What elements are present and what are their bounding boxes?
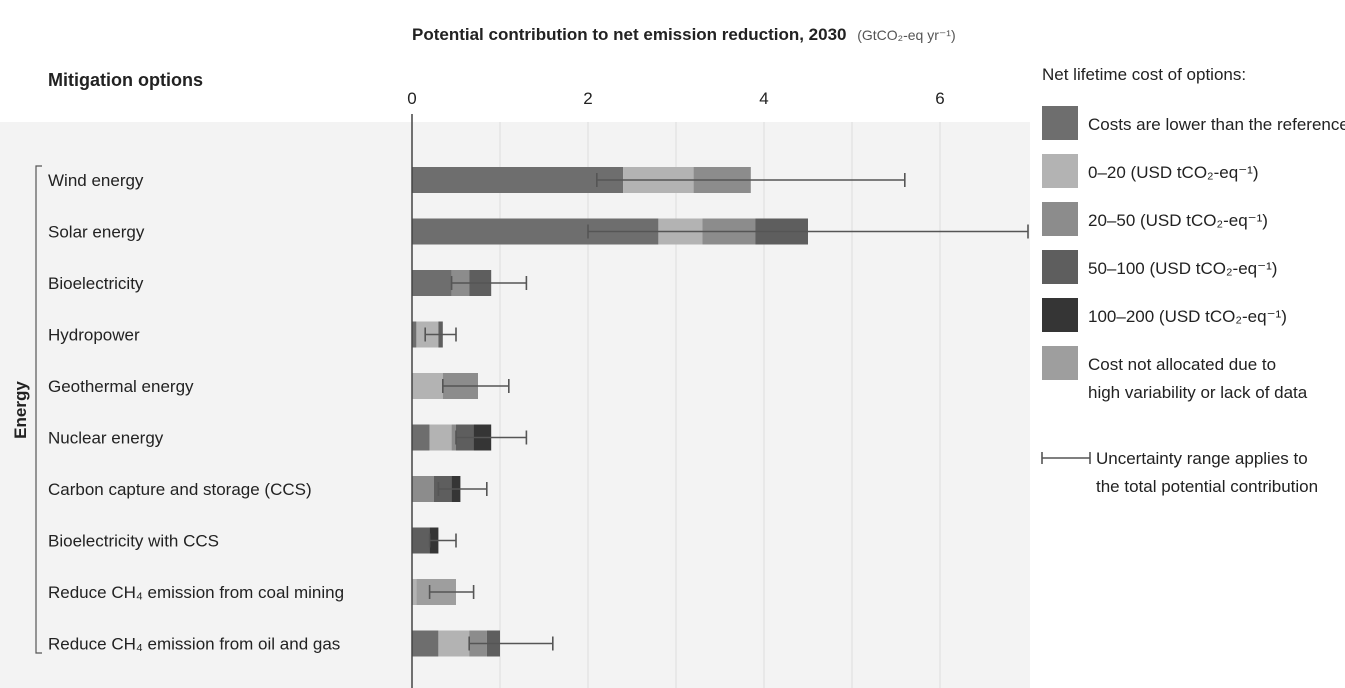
category-labels: Wind energy Solar energy Bioelectricity Hyd… (48, 171, 344, 654)
category-label: Bioelectricity (48, 274, 144, 293)
bar-segment (451, 424, 456, 451)
category-label: Geothermal energy (48, 377, 194, 396)
group-label: Energy (11, 381, 30, 439)
legend-entry: 20–50 (USD tCO₂-eq⁻¹) (1088, 211, 1268, 230)
bar-segment (412, 527, 430, 554)
category-label: Nuclear energy (48, 429, 164, 448)
legend-title: Net lifetime cost of options: (1042, 65, 1246, 84)
x-tick-label: 2 (583, 89, 592, 108)
legend: Net lifetime cost of options: Costs are … (1041, 65, 1345, 496)
category-label: Reduce CH₄ emission from coal mining (48, 583, 344, 602)
legend-swatch (1042, 106, 1078, 140)
legend-swatch (1042, 154, 1078, 188)
category-label: Bioelectricity with CCS (48, 532, 219, 551)
category-label: Reduce CH₄ emission from oil and gas (48, 635, 340, 654)
plot-background (0, 122, 1030, 688)
bars (412, 167, 808, 657)
bar-segment (429, 424, 452, 451)
x-axis: 0 2 4 6 (407, 89, 945, 688)
uncertainty-legend-text: Uncertainty range applies to the total po… (1096, 449, 1318, 496)
legend-swatch (1042, 298, 1078, 332)
x-tick-label: 0 (407, 89, 416, 108)
legend-entry: 50–100 (USD tCO₂-eq⁻¹) (1088, 259, 1277, 278)
error-bars (424, 173, 1029, 651)
bar-segment (412, 373, 443, 399)
category-label: Wind energy (48, 171, 144, 190)
legend-entry: Costs are lower than the reference (1088, 115, 1345, 134)
bar-segment (412, 630, 439, 657)
bar-segment (412, 424, 430, 451)
category-label: Solar energy (48, 223, 145, 242)
chart-title-unit: (GtCO₂-eq yr⁻¹) (857, 27, 955, 43)
x-tick-label: 4 (759, 89, 768, 108)
bar-segment (412, 270, 452, 296)
legend-entry: 0–20 (USD tCO₂-eq⁻¹) (1088, 163, 1259, 182)
chart-title: Potential contribution to net emission r… (412, 25, 956, 44)
bar-segment (412, 321, 417, 348)
category-label: Hydropower (48, 326, 140, 345)
group-bracket: Energy (11, 165, 42, 654)
legend-swatch (1042, 250, 1078, 284)
bar-segment (438, 630, 470, 657)
row-header: Mitigation options (48, 70, 203, 90)
bar-segment (412, 579, 417, 605)
legend-swatch (1042, 346, 1078, 380)
category-label: Carbon capture and storage (CCS) (48, 480, 312, 499)
legend-entry: Cost not allocated due to high variabilit… (1088, 355, 1308, 402)
chart-title-main: Potential contribution to net emission r… (412, 25, 847, 44)
x-tick-label: 6 (935, 89, 944, 108)
legend-swatch (1042, 202, 1078, 236)
gridlines (499, 122, 941, 688)
bar-segment (412, 167, 624, 193)
bar-segment (412, 476, 434, 502)
legend-entry: 100–200 (USD tCO₂-eq⁻¹) (1088, 307, 1287, 326)
